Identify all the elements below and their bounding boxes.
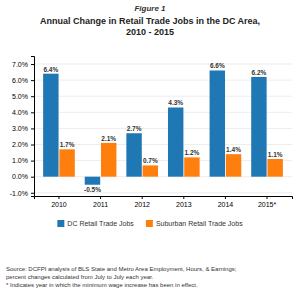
data-label: 0.7% bbox=[143, 157, 158, 164]
bar bbox=[210, 70, 225, 176]
data-label: 2.1% bbox=[101, 135, 116, 142]
y-tick: 5.0% bbox=[12, 93, 34, 100]
y-tick-mark bbox=[31, 177, 34, 178]
y-tick: 0.0% bbox=[12, 173, 34, 180]
data-label: 6.2% bbox=[251, 69, 266, 76]
bar bbox=[226, 154, 241, 177]
y-tick: 7.0% bbox=[12, 61, 34, 68]
x-tick-mark bbox=[142, 196, 143, 199]
x-tick: 2014 bbox=[218, 196, 234, 208]
bar bbox=[59, 149, 74, 176]
grid-line bbox=[34, 192, 292, 193]
data-label: 1.2% bbox=[185, 149, 200, 156]
y-tick: 1.0% bbox=[12, 157, 34, 164]
y-tick-label: 0.0% bbox=[12, 173, 28, 180]
x-tick: 2011 bbox=[93, 196, 108, 208]
source-line: percent changes calculated from July to … bbox=[6, 274, 154, 280]
bar bbox=[168, 107, 183, 176]
x-tick-mark bbox=[100, 196, 101, 199]
legend: DC Retail Trade Jobs Suburban Retail Trad… bbox=[57, 220, 243, 227]
data-label: 6.6% bbox=[210, 62, 225, 69]
source-line: Source: DCFPI analysis of BLS State and … bbox=[6, 266, 237, 272]
y-tick-mark bbox=[31, 80, 34, 81]
x-tick-label: 2010 bbox=[51, 201, 67, 208]
y-tick: -1.0% bbox=[10, 190, 34, 197]
y-tick-label: 6.0% bbox=[12, 77, 28, 84]
title-line: 2010 - 2015 bbox=[126, 27, 174, 37]
x-tick: 2010 bbox=[51, 196, 67, 208]
data-labels: 6.4% -0.5% 2.7% 4.3% 6.6% 6.2% 1.7% 2.1% 0.7% 1.2… bbox=[43, 62, 282, 192]
grid bbox=[34, 64, 292, 193]
x-tick-mark bbox=[267, 196, 268, 199]
y-tick-mark bbox=[31, 193, 34, 194]
x-tick: 2015* bbox=[258, 196, 277, 208]
y-tick: 4.0% bbox=[12, 109, 34, 116]
x-tick-label: 2011 bbox=[93, 201, 108, 208]
y-tick-label: 5.0% bbox=[12, 93, 28, 100]
x-tick-label: 2012 bbox=[134, 201, 150, 208]
bar bbox=[267, 159, 282, 177]
y-tick-label: 2.0% bbox=[12, 141, 28, 148]
x-tick-mark bbox=[225, 196, 226, 199]
legend-swatch bbox=[57, 220, 64, 227]
y-tick-label: 3.0% bbox=[12, 125, 28, 132]
data-label: 2.7% bbox=[127, 125, 142, 132]
grid-line bbox=[34, 64, 292, 65]
y-tick-mark bbox=[31, 96, 34, 97]
bar bbox=[143, 165, 158, 176]
x-axis: 2010 2011 2012 2013 2014 2015* bbox=[35, 196, 293, 208]
x-tick: 2012 bbox=[134, 196, 150, 208]
y-tick-mark bbox=[31, 64, 34, 65]
data-label: 4.3% bbox=[168, 99, 183, 106]
x-tick-mark bbox=[58, 196, 59, 199]
y-axis: -1.0% 0.0% 1.0% 2.0% 3.0% 4.0% 5.0% 6.0% 7.0% bbox=[10, 57, 35, 197]
x-tick-label: 2015* bbox=[258, 201, 277, 208]
y-tick-mark bbox=[31, 128, 34, 129]
y-axis-line bbox=[31, 57, 35, 197]
bar bbox=[184, 157, 199, 176]
legend-label: Suburban Retail Trade Jobs bbox=[156, 220, 243, 227]
y-tick-mark bbox=[31, 161, 34, 162]
y-tick: 2.0% bbox=[12, 141, 34, 148]
legend-label: DC Retail Trade Jobs bbox=[67, 220, 134, 227]
title: Annual Change in Retail Trade Jobs in th… bbox=[40, 16, 260, 37]
figure-label: Figure 1 bbox=[134, 4, 166, 13]
y-tick: 6.0% bbox=[12, 77, 34, 84]
source-note: Source: DCFPI analysis of BLS State and … bbox=[6, 266, 237, 288]
data-label: 1.4% bbox=[226, 146, 241, 153]
y-tick-label: 1.0% bbox=[12, 157, 28, 164]
y-tick: 3.0% bbox=[12, 125, 34, 132]
y-tick-label: 4.0% bbox=[12, 109, 28, 116]
y-tick-mark bbox=[31, 145, 34, 146]
chart: Figure 1 Annual Change in Retail Trade Jo… bbox=[0, 0, 300, 293]
legend-item: DC Retail Trade Jobs bbox=[57, 220, 134, 227]
x-tick: 2013 bbox=[176, 196, 192, 208]
data-label: -0.5% bbox=[84, 186, 101, 193]
x-tick-mark bbox=[183, 196, 184, 199]
y-tick-mark bbox=[31, 112, 34, 113]
y-tick-label: 7.0% bbox=[12, 61, 28, 68]
data-label: 1.1% bbox=[268, 151, 283, 158]
data-label: 1.7% bbox=[60, 141, 75, 148]
x-axis-line bbox=[35, 197, 293, 200]
title-line: Annual Change in Retail Trade Jobs in th… bbox=[40, 16, 260, 26]
bar bbox=[85, 177, 100, 185]
bar bbox=[251, 77, 266, 177]
y-tick-label: -1.0% bbox=[10, 190, 28, 197]
bar bbox=[101, 143, 116, 177]
source-line: * Indicates year in which the minimum wa… bbox=[6, 282, 198, 288]
bars bbox=[43, 70, 283, 184]
data-label: 6.4% bbox=[43, 66, 58, 73]
bar bbox=[126, 133, 141, 176]
x-tick-label: 2013 bbox=[176, 201, 192, 208]
legend-swatch bbox=[146, 220, 153, 227]
x-tick-label: 2014 bbox=[218, 201, 234, 208]
bar bbox=[43, 74, 58, 177]
legend-item: Suburban Retail Trade Jobs bbox=[146, 220, 243, 227]
